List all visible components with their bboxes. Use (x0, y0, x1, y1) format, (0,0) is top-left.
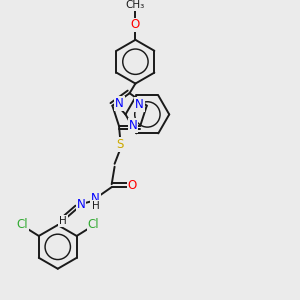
Text: O: O (128, 179, 137, 192)
Text: Cl: Cl (88, 218, 99, 231)
Text: N: N (135, 98, 144, 111)
Text: H: H (92, 201, 100, 211)
Text: N: N (77, 198, 85, 211)
Text: CH₃: CH₃ (126, 0, 145, 10)
Text: N: N (91, 192, 100, 205)
Text: N: N (115, 97, 124, 110)
Text: N: N (129, 119, 137, 132)
Text: H: H (59, 216, 67, 226)
Text: S: S (117, 138, 124, 151)
Text: Cl: Cl (16, 218, 28, 231)
Text: O: O (131, 19, 140, 32)
